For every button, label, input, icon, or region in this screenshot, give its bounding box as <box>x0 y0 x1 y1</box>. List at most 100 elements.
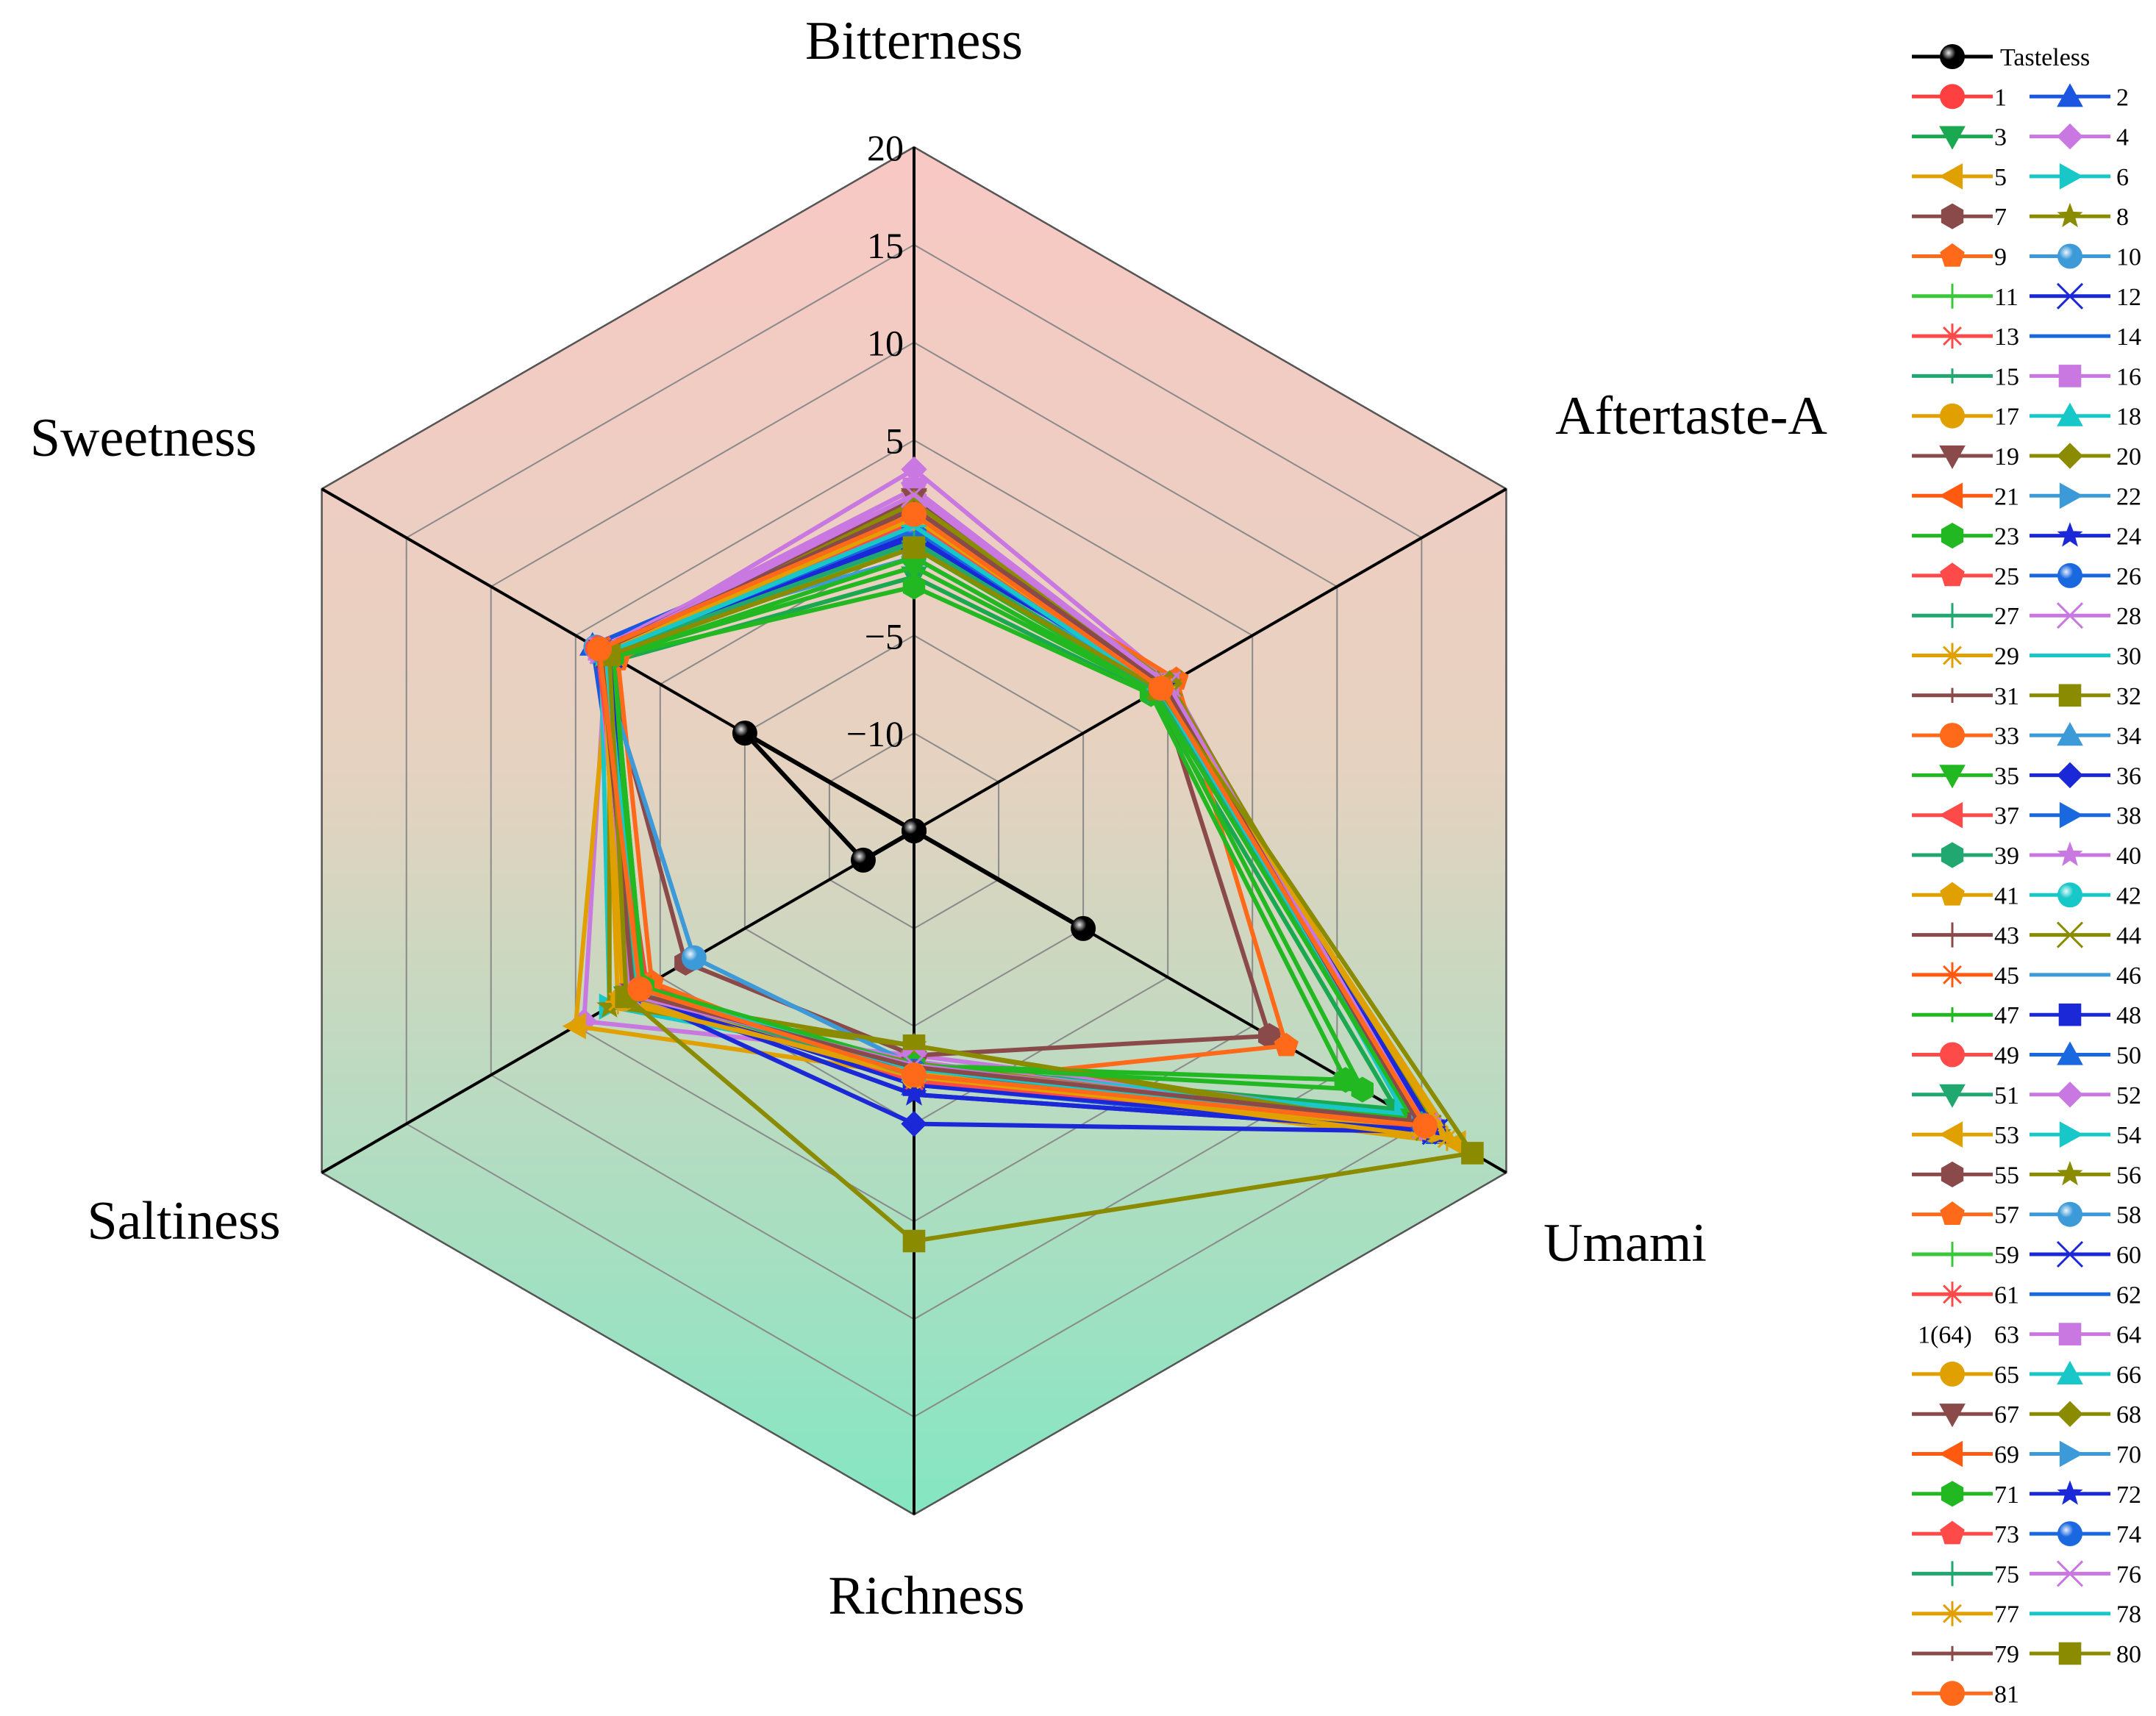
legend-label: 58 <box>2116 1202 2141 1229</box>
legend-marker-shine <box>2057 562 2082 588</box>
legend-label: 43 <box>1994 923 2019 950</box>
legend-label: 62 <box>2116 1281 2141 1309</box>
legend-row: 75 76 <box>1912 1560 2141 1588</box>
legend-marker <box>1940 403 1965 429</box>
legend-marker <box>2057 1480 2083 1505</box>
legend-row: 49 50 <box>1912 1041 2141 1070</box>
data-point-shine <box>850 847 876 873</box>
legend-label: 63 <box>1994 1322 2019 1349</box>
legend-marker <box>1940 1681 1965 1706</box>
legend-label: 1 <box>1994 84 2007 111</box>
legend-label: 60 <box>2116 1242 2141 1269</box>
data-point <box>1461 1142 1484 1165</box>
legend-label: 10 <box>2116 244 2141 271</box>
legend-marker <box>1940 922 1965 948</box>
legend-label: 27 <box>1994 603 2019 630</box>
axis-title-sweetness: Sweetness <box>30 408 257 468</box>
legend-marker <box>1939 445 1966 470</box>
legend-marker <box>2057 841 2083 866</box>
legend-label: 69 <box>1994 1442 2019 1469</box>
legend-marker <box>2057 1401 2083 1427</box>
legend-marker <box>2058 684 2082 707</box>
tick-label: 5 <box>885 421 904 462</box>
legend-label: 3 <box>1994 124 2007 151</box>
legend-label: 76 <box>2116 1561 2141 1588</box>
legend-marker <box>2057 123 2083 150</box>
legend-label: 26 <box>2116 563 2141 590</box>
legend-marker <box>2057 402 2083 426</box>
axis-spoke <box>913 487 1507 832</box>
legend-marker <box>1938 482 1963 510</box>
legend-row: 1(64) 63 64 <box>1918 1322 2141 1349</box>
legend-label: 55 <box>1994 1162 2019 1189</box>
legend-label: 41 <box>1994 882 2019 909</box>
data-point <box>562 1012 586 1040</box>
legend-label: 6 <box>2116 164 2129 191</box>
legend-marker <box>2056 1560 2084 1587</box>
legend-row: 11 12 <box>1912 282 2141 311</box>
legend-label: 38 <box>2116 803 2141 830</box>
legend-label: 61 <box>1994 1281 2019 1309</box>
legend-label: 72 <box>2116 1481 2141 1509</box>
tick-label: 20 <box>867 127 904 168</box>
legend-row: 53 54 <box>1912 1121 2141 1149</box>
data-point <box>1351 1076 1374 1103</box>
legend-row: 67 68 <box>1912 1401 2141 1429</box>
legend-row: 15 16 <box>1912 363 2141 390</box>
legend-row: 13 14 <box>1912 323 2141 351</box>
legend-label: 33 <box>1994 723 2019 750</box>
legend-label: 29 <box>1994 643 2019 671</box>
legend-marker <box>1940 603 1965 629</box>
data-point <box>586 636 612 662</box>
legend-marker <box>1939 1404 1966 1428</box>
legend-label: 13 <box>1994 323 2019 351</box>
legend-marker <box>1940 84 1965 110</box>
legend-marker <box>1940 962 1965 987</box>
data-point <box>1148 676 1174 701</box>
legend-label: 64 <box>2116 1322 2141 1349</box>
legend-row: 47 48 <box>1912 1002 2141 1029</box>
legend-row: 41 42 <box>1912 882 2141 909</box>
data-point-shine <box>1071 915 1096 941</box>
tick-label: 10 <box>867 323 904 364</box>
legend-label: 1(64) <box>1918 1322 1972 1349</box>
legend-label: 30 <box>2116 643 2141 671</box>
legend-marker <box>1939 765 1966 789</box>
legend-marker-shine <box>2057 243 2082 269</box>
data-point <box>902 501 927 527</box>
tick-label: −10 <box>846 713 904 754</box>
legend-marker <box>2057 1160 2083 1186</box>
legend-label: 31 <box>1994 683 2019 710</box>
legend-marker <box>1940 1281 1965 1307</box>
legend-row: 43 44 <box>1912 921 2141 950</box>
legend-marker <box>2056 921 2084 948</box>
legend-marker <box>2057 1082 2083 1108</box>
legend-marker <box>1940 323 1965 349</box>
legend-marker <box>2057 722 2083 746</box>
legend-marker <box>1938 1121 1963 1148</box>
legend-marker <box>2056 1240 2084 1268</box>
legend-marker <box>2057 443 2083 469</box>
legend-row: 39 40 <box>1912 841 2141 870</box>
legend-label: 11 <box>1994 284 2018 311</box>
legend-row: 51 52 <box>1912 1082 2141 1109</box>
legend-label: 47 <box>1994 1002 2019 1029</box>
legend-row: 27 28 <box>1912 602 2141 630</box>
legend-marker <box>2058 1003 2082 1026</box>
legend-marker <box>2056 282 2084 310</box>
legend-label: 7 <box>1994 204 2007 231</box>
legend-label: 57 <box>1994 1202 2019 1229</box>
legend-row: 77 78 <box>1912 1601 2141 1629</box>
legend-marker <box>1940 1242 1965 1267</box>
legend-label: 56 <box>2116 1162 2141 1189</box>
legend-marker <box>2058 1642 2082 1665</box>
legend-marker <box>1940 882 1965 906</box>
legend-marker <box>1940 283 1965 309</box>
legend-label: 20 <box>2116 443 2141 471</box>
legend-label: 51 <box>1994 1082 2019 1109</box>
legend-marker <box>2056 602 2084 629</box>
legend-row: 33 34 <box>1912 722 2141 750</box>
